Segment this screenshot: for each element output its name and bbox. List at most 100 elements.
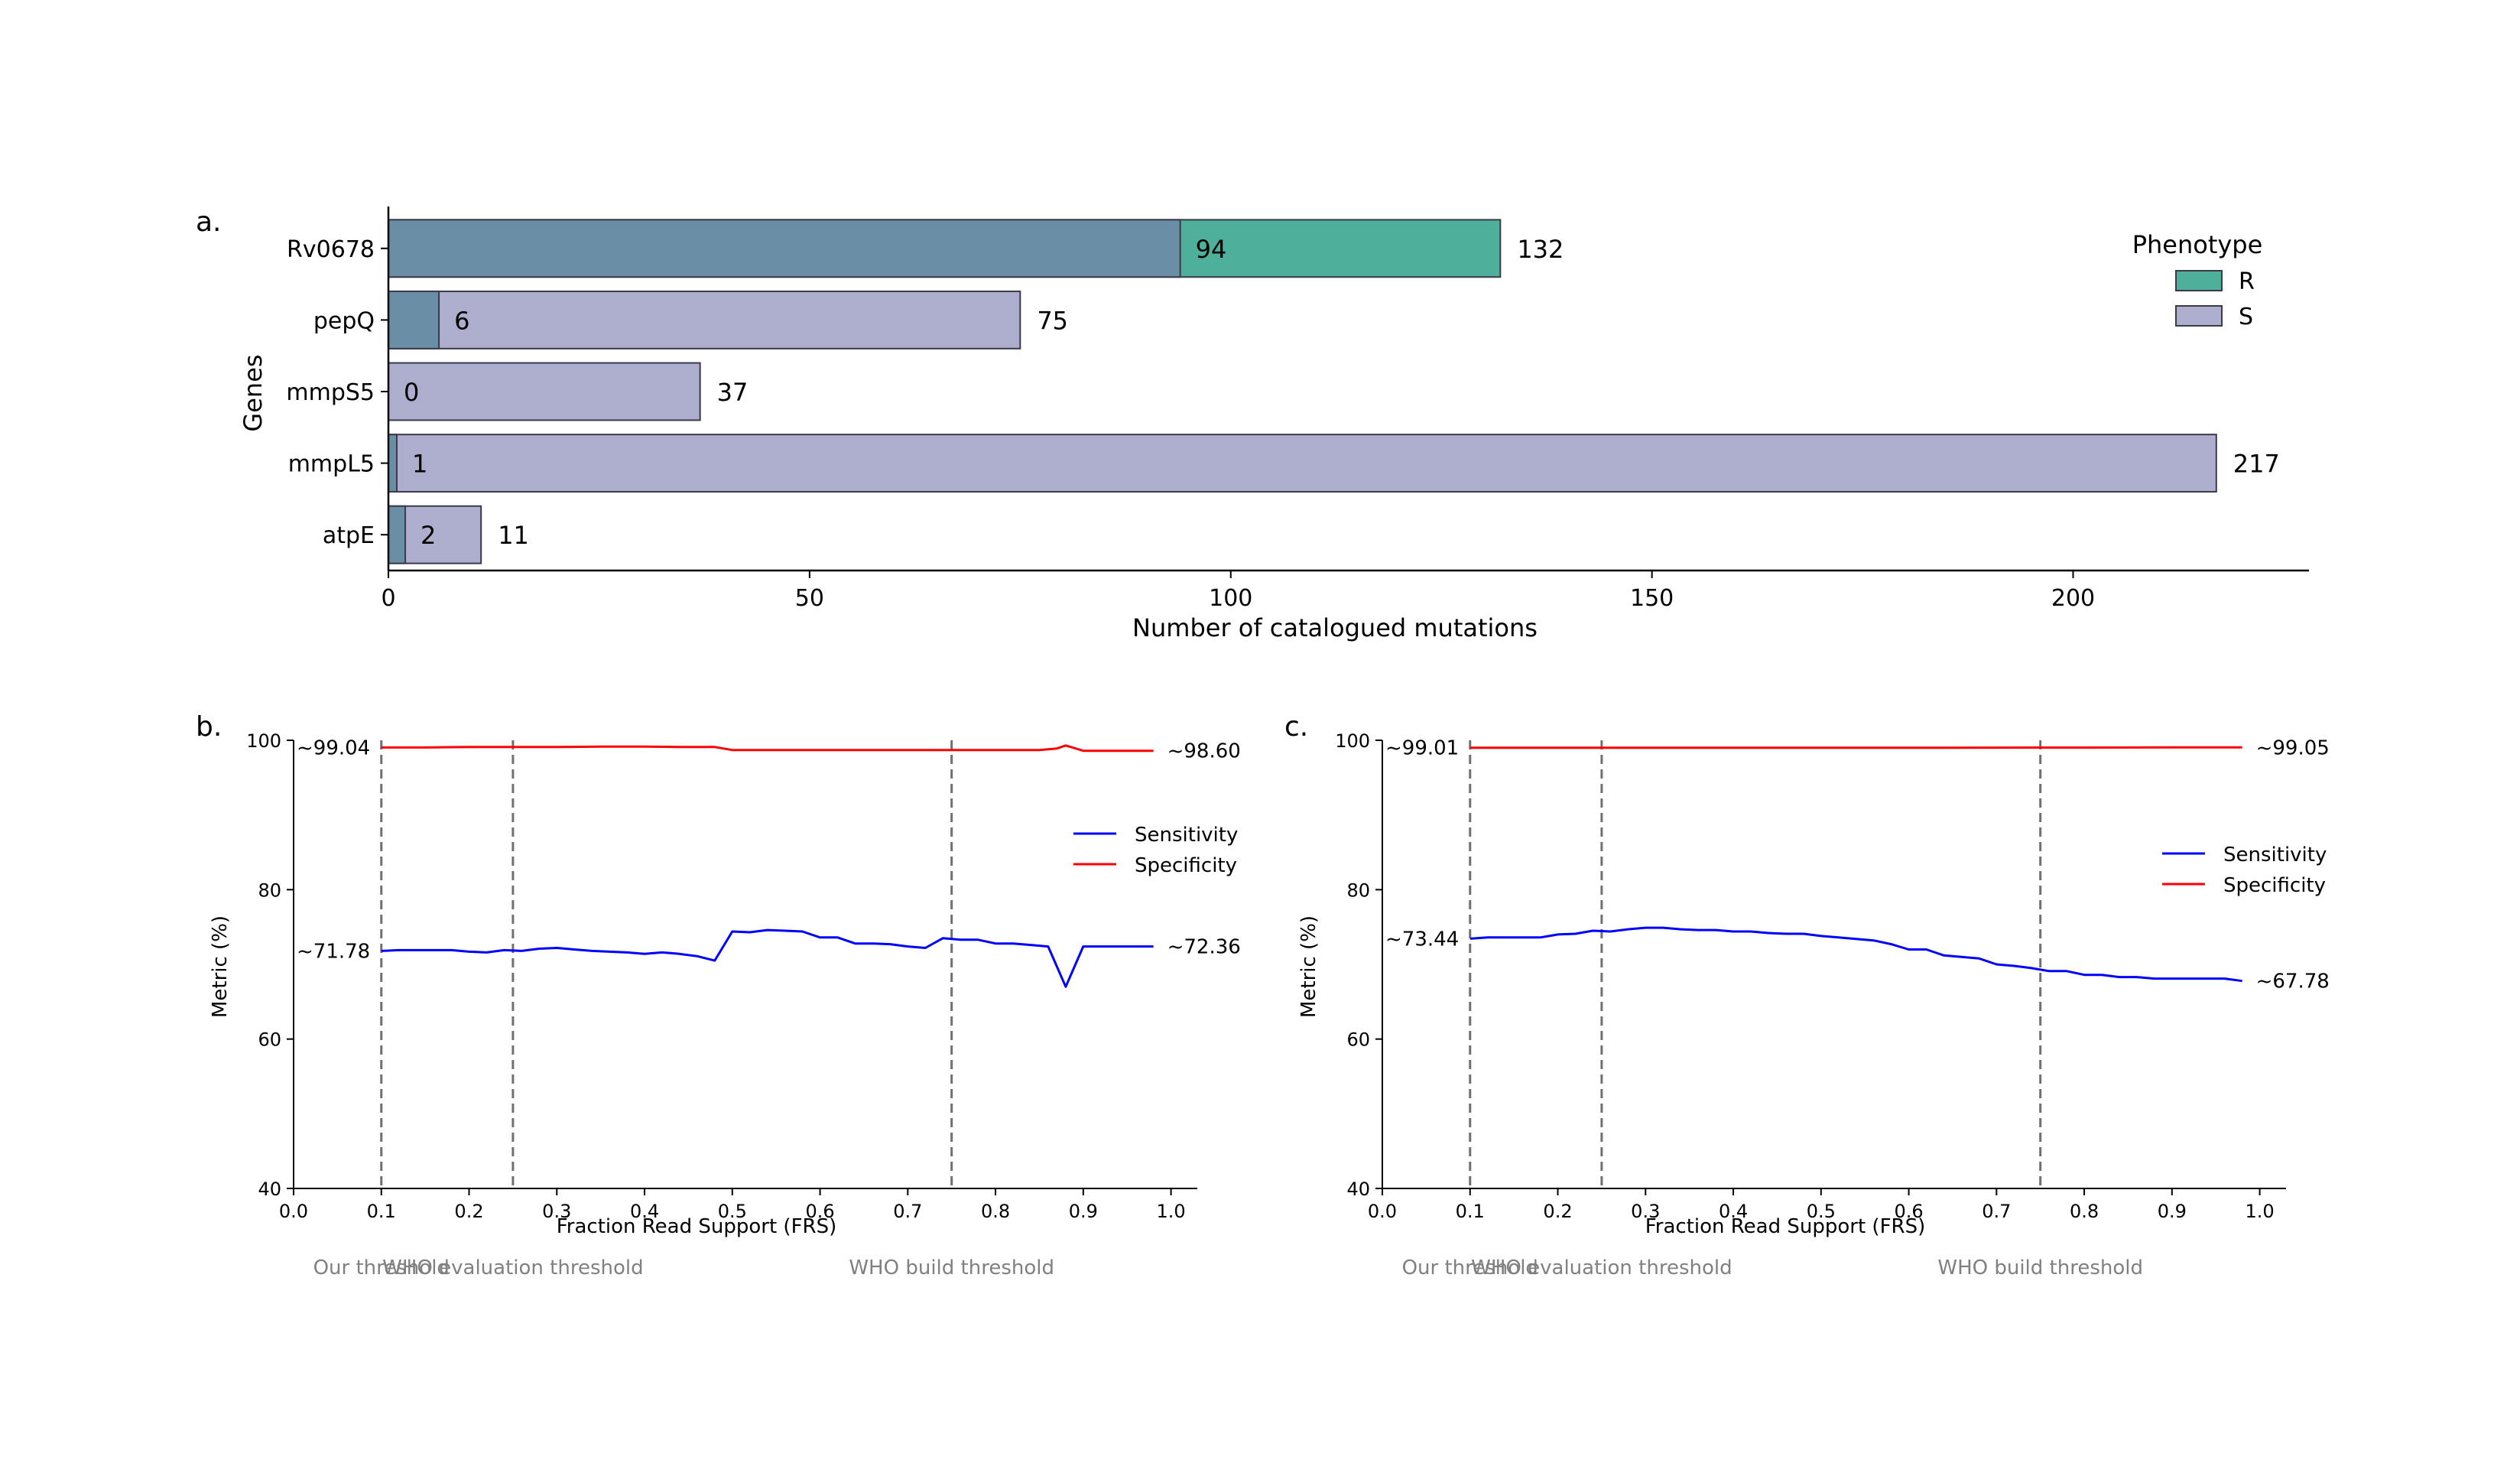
legend-label-specificity: Specificity	[1135, 854, 1237, 877]
x-tick-label: 0.4	[1719, 1201, 1748, 1222]
bar-total-value-label: 37	[717, 378, 749, 407]
x-tick-label: 0	[381, 585, 395, 612]
series-start-label: ~71.78	[297, 940, 370, 963]
y-tick-label: 80	[258, 879, 281, 901]
x-tick-label: 0.5	[718, 1201, 747, 1222]
x-tick-label: 0.8	[2070, 1201, 2099, 1222]
panel-a-label: a.	[196, 206, 222, 238]
x-tick-label: 0.3	[542, 1201, 571, 1222]
bar-r-atpE	[388, 505, 407, 564]
series-line-specificity	[381, 744, 1154, 753]
legend-swatch-r	[2175, 270, 2223, 291]
x-tick-label: 100	[1209, 585, 1252, 612]
series-start-label: ~99.01	[1385, 737, 1459, 760]
bar-r-value-label: 2	[421, 521, 436, 550]
panel-b-legend: Sensitivity Specificity	[1073, 824, 1238, 877]
panel-b-label: b.	[196, 711, 222, 743]
y-tick-label: 100	[246, 730, 281, 752]
bar-total-value-label: 11	[498, 521, 529, 550]
threshold-label: WHO evaluation threshold	[1471, 1257, 1732, 1279]
legend-label-specificity: Specificity	[2223, 874, 2326, 897]
y-tick-label: pepQ	[313, 307, 375, 334]
panel-a-axes: Rv0678 pepQ mmpS5 mmpL5 atpE 0 50 100 150 200	[286, 206, 2309, 612]
panel-a-value-labels: 94 132 6 75 0 37 1 217 2 11	[404, 235, 2280, 550]
threshold-label: Our threshold	[1402, 1257, 1538, 1279]
bar-r-Rv0678	[388, 219, 1181, 278]
series-end-label: ~72.36	[1167, 936, 1241, 959]
series-end-label: ~99.05	[2256, 736, 2330, 759]
bar-r-value-label: 0	[404, 378, 419, 407]
bar-r-value-label: 94	[1196, 235, 1227, 264]
panel-b-x-axis-title: Fraction Read Support (FRS)	[557, 1215, 837, 1238]
series-line-sensitivity	[381, 928, 1154, 988]
legend-title: Phenotype	[2132, 230, 2263, 259]
y-tick-label: mmpS5	[286, 379, 375, 406]
x-tick-label: 0.9	[1069, 1201, 1098, 1222]
y-tick-label: 80	[1346, 879, 1370, 901]
panel-a-x-axis-title: Number of catalogued mutations	[1132, 613, 1538, 642]
panel-c-label: c.	[1284, 711, 1308, 743]
x-tick-label: 0.7	[893, 1201, 922, 1222]
panel-a-legend: Phenotype R S	[2132, 230, 2263, 330]
bar-total-pepQ	[388, 290, 1021, 349]
y-tick-label: 60	[1346, 1029, 1370, 1051]
threshold-label: Our threshold	[313, 1257, 450, 1279]
x-tick-label: 0.2	[454, 1201, 483, 1222]
panel-a-bars	[388, 219, 2217, 564]
x-tick-label: 0.2	[1543, 1201, 1572, 1222]
series-line-specificity	[1469, 746, 2242, 749]
legend-label-sensitivity: Sensitivity	[2223, 844, 2327, 866]
threshold-label: WHO evaluation threshold	[382, 1257, 643, 1279]
x-tick-label: 0.0	[279, 1201, 308, 1222]
y-tick-label: 100	[1335, 730, 1370, 752]
x-tick-label: 0.5	[1807, 1201, 1836, 1222]
y-tick-label: atpE	[323, 522, 375, 549]
panel-a-bar-chart: a. 94 132 6 75 0 37 1 217 2 11 Rv0678 pepQ mmpS5 mmp…	[196, 206, 2309, 642]
x-tick-label: 0.6	[805, 1201, 834, 1222]
bar-total-value-label: 217	[2233, 450, 2280, 479]
x-tick-label: 0.4	[630, 1201, 659, 1222]
x-tick-label: 0.6	[1894, 1201, 1923, 1222]
series-start-label: ~99.04	[297, 736, 370, 759]
y-tick-label: 40	[258, 1179, 281, 1200]
panel-c-x-axis-title: Fraction Read Support (FRS)	[1645, 1215, 1926, 1238]
threshold-label: WHO build threshold	[849, 1257, 1054, 1279]
x-tick-label: 1.0	[2245, 1201, 2274, 1222]
x-tick-label: 0.9	[2158, 1201, 2187, 1222]
bar-total-value-label: 75	[1037, 306, 1068, 335]
panel-a-y-axis-title: Genes	[239, 354, 268, 431]
x-tick-label: 1.0	[1156, 1201, 1185, 1222]
y-tick-label: 60	[258, 1029, 281, 1051]
legend-label-r: R	[2239, 268, 2255, 295]
x-tick-label: 0.1	[367, 1201, 396, 1222]
series-end-label: ~67.78	[2256, 970, 2330, 993]
x-tick-label: 50	[795, 585, 824, 612]
bar-r-value-label: 1	[412, 450, 427, 479]
x-tick-label: 0.1	[1456, 1201, 1485, 1222]
x-tick-label: 200	[2051, 585, 2095, 612]
x-tick-label: 0.0	[1368, 1201, 1397, 1222]
x-tick-label: 0.7	[1982, 1201, 2011, 1222]
bar-total-mmpL5	[388, 434, 2217, 493]
panel-b-y-axis-title: Metric (%)	[209, 915, 232, 1018]
y-tick-label: mmpL5	[288, 451, 375, 478]
bar-r-pepQ	[388, 290, 440, 349]
legend-swatch-s	[2175, 305, 2223, 327]
y-tick-label: Rv0678	[287, 236, 375, 263]
bar-r-mmpL5	[388, 434, 398, 493]
y-tick-label: 40	[1346, 1179, 1370, 1200]
bar-total-mmpS5	[388, 362, 701, 421]
panel-c-y-axis-title: Metric (%)	[1297, 915, 1320, 1018]
panel-c-legend: Sensitivity Specificity	[2162, 844, 2327, 897]
bar-r-value-label: 6	[454, 306, 469, 335]
x-tick-label: 0.3	[1631, 1201, 1660, 1222]
legend-label-sensitivity: Sensitivity	[1135, 824, 1238, 847]
bar-total-value-label: 132	[1517, 235, 1564, 264]
x-tick-label: 150	[1630, 585, 1674, 612]
legend-label-s: S	[2239, 304, 2253, 330]
